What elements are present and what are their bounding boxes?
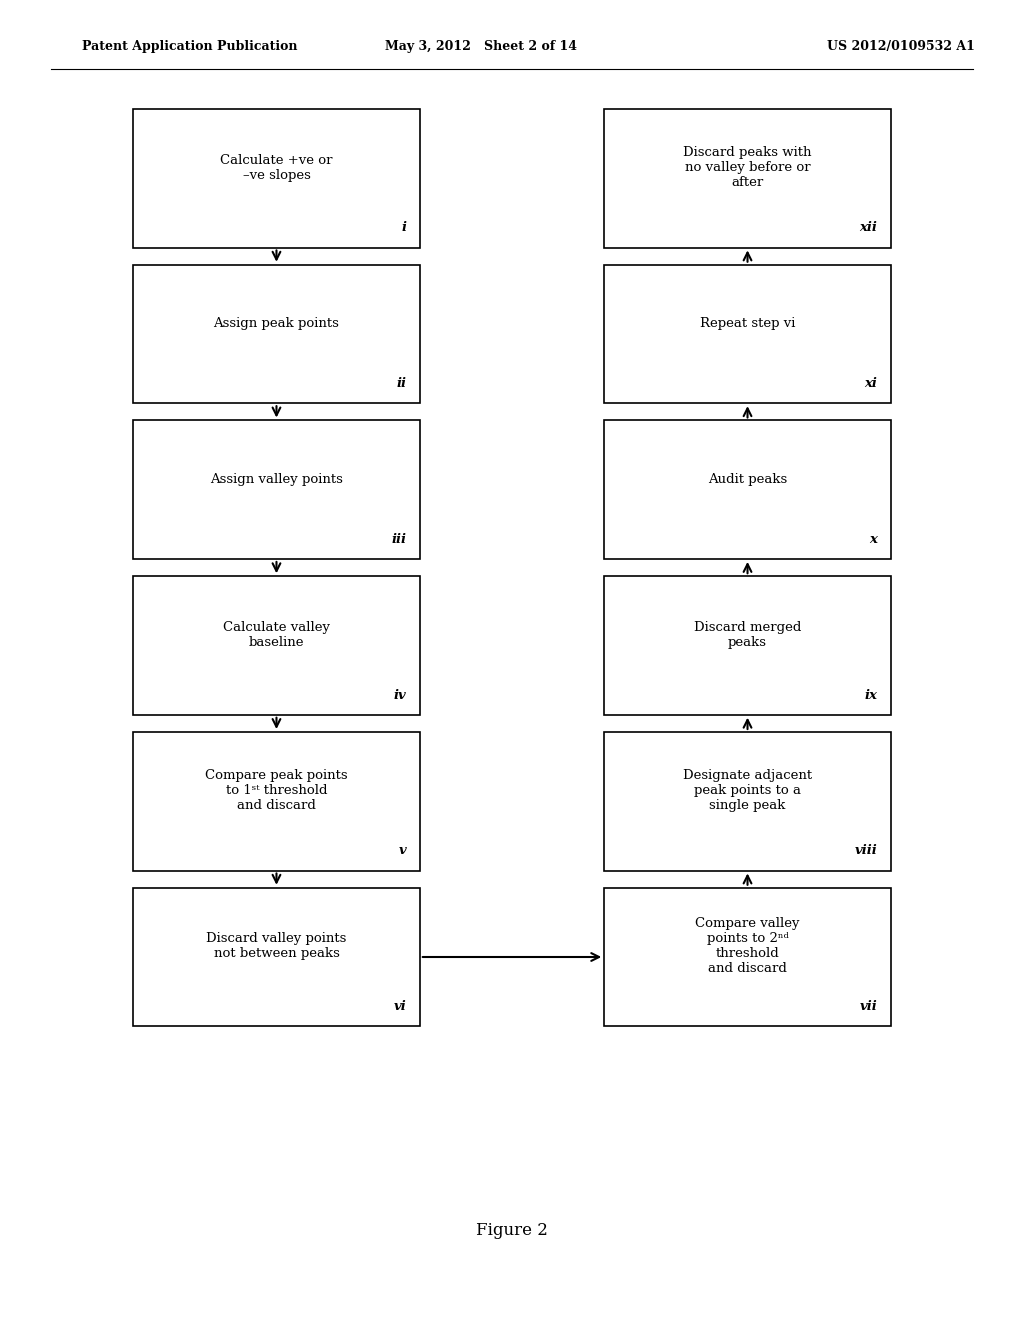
Text: Compare valley
points to 2ⁿᵈ
threshold
and discard: Compare valley points to 2ⁿᵈ threshold a… [695, 917, 800, 975]
FancyBboxPatch shape [604, 887, 891, 1027]
Text: vi: vi [394, 1001, 407, 1014]
Text: Discard merged
peaks: Discard merged peaks [694, 620, 801, 649]
FancyBboxPatch shape [604, 731, 891, 871]
Text: Discard peaks with
no valley before or
after: Discard peaks with no valley before or a… [683, 147, 812, 189]
Text: xi: xi [864, 378, 878, 391]
FancyBboxPatch shape [133, 110, 420, 248]
Text: Assign valley points: Assign valley points [210, 473, 343, 486]
FancyBboxPatch shape [133, 264, 420, 404]
FancyBboxPatch shape [133, 420, 420, 560]
Text: ix: ix [864, 689, 878, 702]
Text: Audit peaks: Audit peaks [708, 473, 787, 486]
Text: i: i [401, 222, 407, 235]
Text: vii: vii [860, 1001, 878, 1014]
Text: Designate adjacent
peak points to a
single peak: Designate adjacent peak points to a sing… [683, 770, 812, 812]
FancyBboxPatch shape [133, 731, 420, 871]
Text: Repeat step vi: Repeat step vi [699, 317, 796, 330]
Text: viii: viii [855, 845, 878, 858]
Text: ii: ii [396, 378, 407, 391]
Text: Patent Application Publication: Patent Application Publication [82, 40, 297, 53]
FancyBboxPatch shape [604, 576, 891, 715]
FancyBboxPatch shape [133, 887, 420, 1027]
FancyBboxPatch shape [604, 110, 891, 248]
Text: Assign peak points: Assign peak points [214, 317, 339, 330]
Text: xii: xii [860, 222, 878, 235]
FancyBboxPatch shape [604, 420, 891, 560]
FancyBboxPatch shape [133, 576, 420, 715]
Text: Calculate +ve or
–ve slopes: Calculate +ve or –ve slopes [220, 153, 333, 182]
FancyBboxPatch shape [604, 264, 891, 404]
Text: Figure 2: Figure 2 [476, 1222, 548, 1238]
Text: v: v [398, 845, 407, 858]
Text: iv: iv [394, 689, 407, 702]
Text: US 2012/0109532 A1: US 2012/0109532 A1 [827, 40, 975, 53]
Text: Discard valley points
not between peaks: Discard valley points not between peaks [206, 932, 347, 961]
Text: iii: iii [391, 533, 407, 546]
Text: Compare peak points
to 1ˢᵗ threshold
and discard: Compare peak points to 1ˢᵗ threshold and… [205, 770, 348, 812]
Text: May 3, 2012   Sheet 2 of 14: May 3, 2012 Sheet 2 of 14 [385, 40, 578, 53]
Text: Calculate valley
baseline: Calculate valley baseline [223, 620, 330, 649]
Text: x: x [869, 533, 878, 546]
